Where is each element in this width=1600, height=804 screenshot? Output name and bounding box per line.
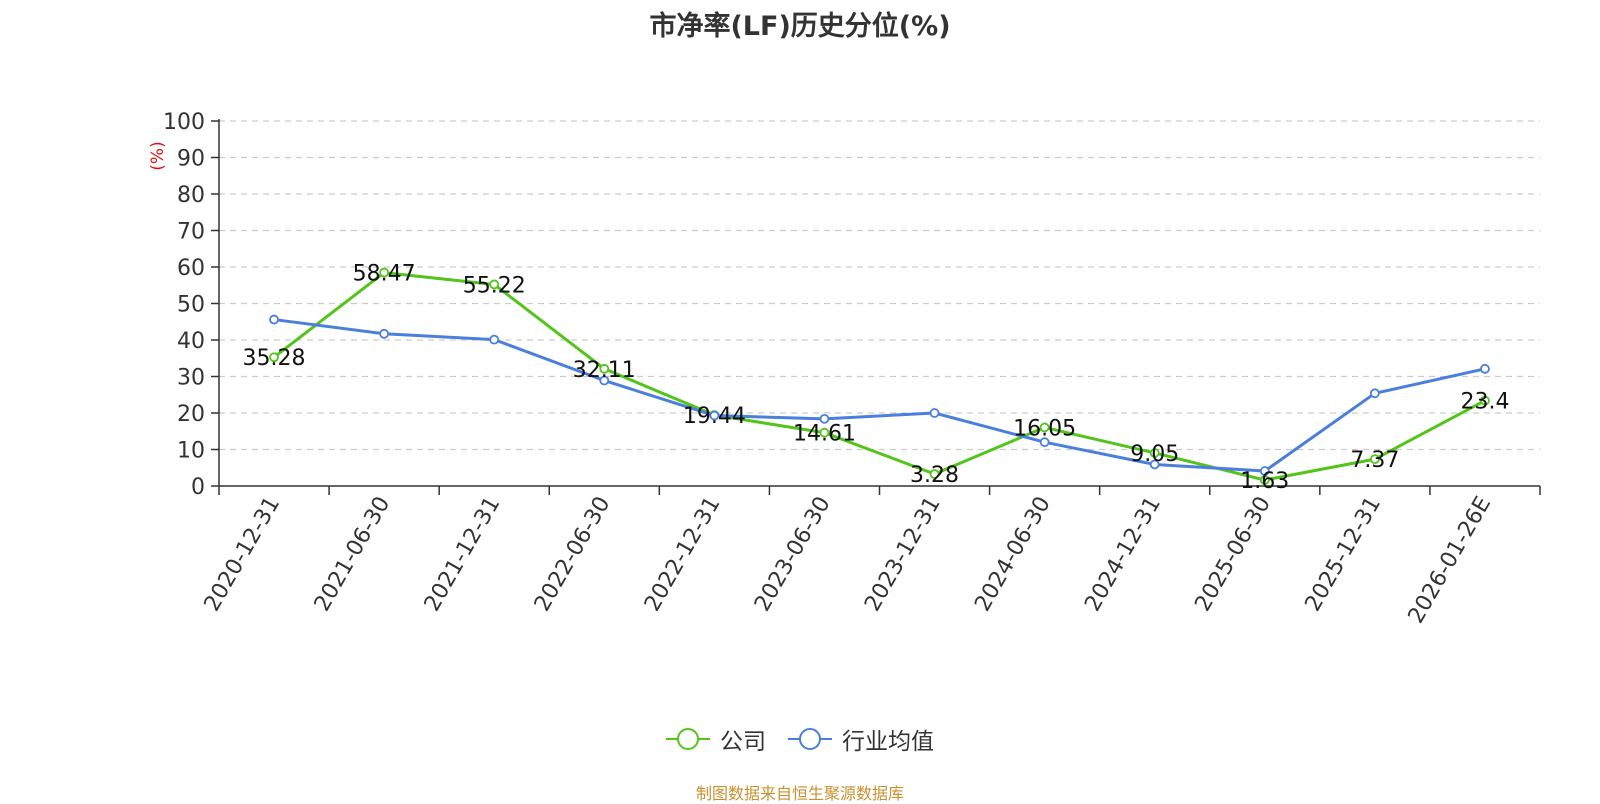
data-label: 55.22 bbox=[463, 273, 526, 298]
x-tick-label: 2023-12-31 bbox=[860, 493, 946, 616]
chart-title: 市净率(LF)历史分位(%) bbox=[649, 11, 951, 42]
data-point bbox=[1039, 422, 1050, 433]
data-label: 1.63 bbox=[1240, 469, 1289, 494]
data-label: 3.28 bbox=[910, 463, 959, 488]
data-point bbox=[929, 469, 940, 479]
data-labels: 35.28 58.47 55.22 32.11 19.44 14.61 3.28 16.05 9… bbox=[243, 262, 1510, 494]
legend-item-company[interactable]: 公司 bbox=[666, 722, 766, 756]
x-tick-label: 2026-01-26E bbox=[1404, 493, 1497, 628]
axes: 0 10 20 30 40 50 60 70 80 90 100 (%) 2020-12-31 2021-… bbox=[148, 110, 1541, 628]
data-label: 14.61 bbox=[793, 422, 856, 447]
data-label: 7.37 bbox=[1350, 448, 1399, 473]
legend-marker-industry-average bbox=[788, 728, 832, 750]
data-point bbox=[929, 408, 940, 418]
data-label: 35.28 bbox=[243, 346, 306, 371]
data-point bbox=[379, 267, 390, 278]
x-tick-label: 2024-06-30 bbox=[970, 493, 1056, 616]
x-tick-label: 2021-12-31 bbox=[420, 493, 506, 616]
y-tick-label: 90 bbox=[177, 147, 205, 172]
data-point bbox=[709, 410, 720, 421]
data-point bbox=[1039, 437, 1050, 448]
data-point bbox=[269, 314, 279, 325]
data-point bbox=[1259, 475, 1270, 485]
y-tick-label: 50 bbox=[177, 293, 205, 318]
x-tick-label: 2025-06-30 bbox=[1190, 493, 1276, 616]
data-point bbox=[819, 427, 830, 438]
data-point bbox=[819, 413, 830, 424]
data-point bbox=[1480, 363, 1490, 374]
series-line-0 bbox=[273, 271, 1486, 482]
data-label: 23.4 bbox=[1460, 390, 1509, 415]
legend-label-company: 公司 bbox=[720, 729, 766, 755]
y-tick-label: 70 bbox=[177, 220, 205, 245]
series-line-1 bbox=[273, 318, 1486, 473]
data-label: 16.05 bbox=[1013, 416, 1076, 441]
x-tick-label: 2024-12-31 bbox=[1080, 493, 1166, 616]
y-tick-label: 60 bbox=[177, 256, 205, 281]
legend-label-industry-average: 行业均值 bbox=[842, 729, 934, 755]
data-point bbox=[379, 328, 390, 339]
data-point bbox=[1259, 466, 1270, 476]
data-point bbox=[599, 375, 610, 386]
x-tick-label: 2022-06-30 bbox=[530, 493, 616, 616]
x-tick-label: 2022-12-31 bbox=[640, 493, 726, 616]
data-label: 32.11 bbox=[573, 358, 636, 383]
data-point bbox=[599, 363, 610, 374]
legend-item-industry-average[interactable]: 行业均值 bbox=[788, 722, 934, 756]
data-point bbox=[1369, 454, 1380, 464]
source-note: 制图数据来自恒生聚源数据库 bbox=[695, 784, 904, 803]
data-point bbox=[489, 334, 500, 345]
x-tick-label: 2021-06-30 bbox=[310, 493, 396, 616]
data-label: 58.47 bbox=[353, 262, 416, 287]
data-point bbox=[1149, 459, 1160, 470]
y-tick-label: 10 bbox=[177, 439, 205, 464]
data-point bbox=[489, 279, 500, 290]
x-tick-label: 2025-12-31 bbox=[1300, 493, 1386, 616]
legend: 公司 行业均值 bbox=[0, 722, 1600, 756]
data-label: 9.05 bbox=[1130, 442, 1179, 467]
data-point bbox=[1369, 388, 1380, 399]
legend-marker-company bbox=[666, 728, 710, 750]
y-tick-label: 30 bbox=[177, 366, 205, 391]
y-tick-label: 40 bbox=[177, 329, 205, 354]
data-point bbox=[1149, 448, 1160, 458]
grid-lines bbox=[219, 120, 1540, 451]
data-point bbox=[1480, 395, 1490, 406]
y-tick-label: 80 bbox=[177, 183, 205, 208]
y-axis-label: (%) bbox=[148, 141, 168, 170]
data-point bbox=[269, 352, 279, 363]
x-tick-label: 2020-12-31 bbox=[200, 493, 286, 616]
y-tick-label: 20 bbox=[177, 402, 205, 427]
series-lines bbox=[269, 267, 1490, 485]
x-tick-label: 2023-06-30 bbox=[750, 493, 836, 616]
y-tick-label: 100 bbox=[163, 110, 205, 135]
data-label: 19.44 bbox=[683, 404, 746, 429]
y-tick-label: 0 bbox=[191, 475, 205, 500]
